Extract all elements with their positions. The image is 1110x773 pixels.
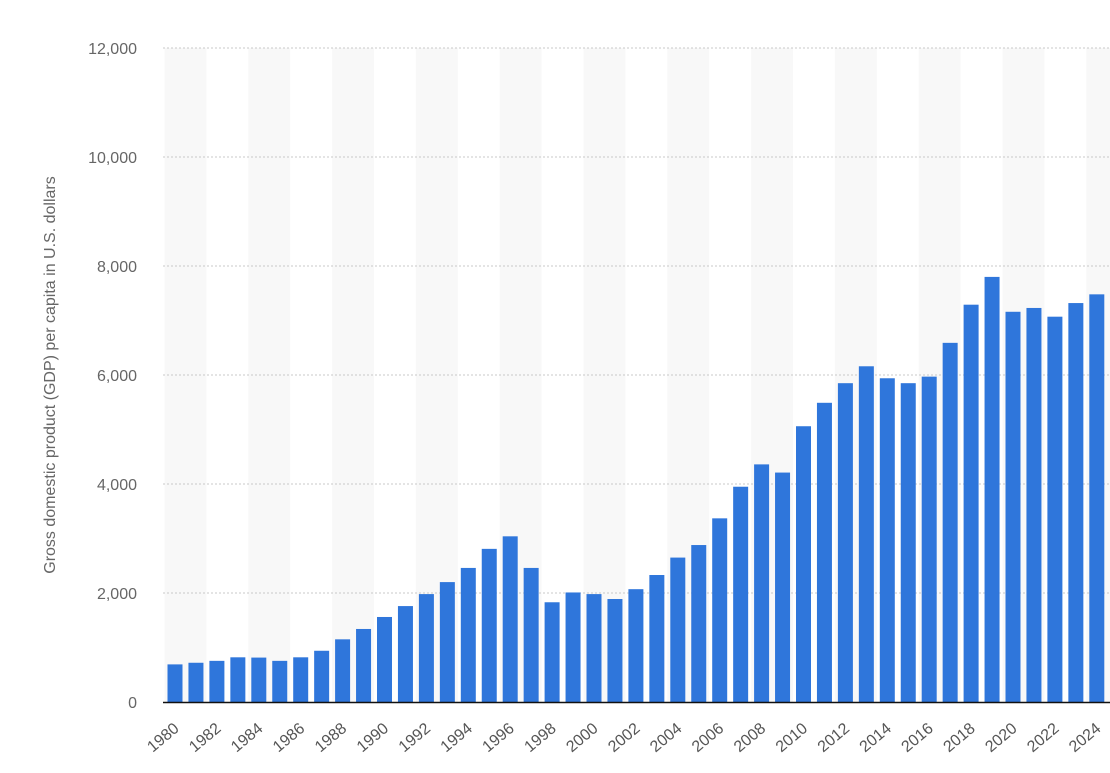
- bar-2002[interactable]: [628, 589, 644, 702]
- y-tick-label: 10,000: [88, 150, 137, 167]
- bar-2018[interactable]: [963, 304, 979, 702]
- bar-2015[interactable]: [900, 383, 916, 702]
- x-tick-label: 2022: [1024, 720, 1062, 756]
- bar-1985[interactable]: [272, 660, 288, 702]
- x-tick-label: 2014: [857, 720, 895, 756]
- x-tick-label: 2008: [731, 720, 769, 756]
- x-tick-label: 1988: [312, 720, 350, 756]
- x-axis-ticks: 1980 1982 1984 1986 1988 1990 1992 1994 1996 1998…: [144, 720, 1104, 756]
- x-tick-label: 2004: [647, 720, 685, 756]
- bar-1988[interactable]: [335, 639, 351, 702]
- y-tick-label: 2,000: [97, 586, 137, 603]
- bar-2010[interactable]: [796, 426, 811, 702]
- bar-2001[interactable]: [607, 599, 623, 702]
- x-tick-label: 2000: [563, 720, 601, 756]
- x-tick-label: 2012: [815, 720, 853, 756]
- bar-1999[interactable]: [565, 592, 581, 702]
- bar-2019[interactable]: [984, 276, 1000, 702]
- x-tick-label: 1982: [186, 720, 224, 756]
- bar-2009[interactable]: [775, 472, 791, 702]
- bar-2014[interactable]: [879, 378, 895, 702]
- bar-1991[interactable]: [397, 606, 413, 702]
- bar-1993[interactable]: [439, 582, 455, 702]
- bar-2012[interactable]: [837, 383, 853, 702]
- bar-1989[interactable]: [356, 628, 372, 702]
- bar-1992[interactable]: [418, 594, 434, 702]
- x-tick-label: 1986: [270, 720, 308, 756]
- bar-1983[interactable]: [230, 657, 246, 702]
- bar-1986[interactable]: [293, 657, 309, 702]
- bar-2007[interactable]: [733, 486, 749, 702]
- bar-1994[interactable]: [460, 567, 476, 702]
- x-tick-label: 1980: [144, 720, 182, 756]
- bar-series: [167, 276, 1105, 702]
- bar-1982[interactable]: [209, 660, 225, 702]
- bar-1996[interactable]: [502, 536, 518, 702]
- bar-1998[interactable]: [544, 602, 560, 702]
- x-tick-label: 1984: [228, 720, 266, 756]
- bar-1987[interactable]: [314, 650, 330, 702]
- x-tick-label: 1996: [480, 720, 518, 756]
- x-tick-label: 2020: [982, 720, 1020, 756]
- bar-2017[interactable]: [942, 342, 958, 702]
- bar-1997[interactable]: [523, 567, 539, 702]
- x-tick-label: 2006: [689, 720, 727, 756]
- x-tick-label: 2018: [940, 720, 978, 756]
- y-tick-label: 4,000: [97, 477, 137, 494]
- bar-1995[interactable]: [481, 548, 497, 702]
- bar-2004[interactable]: [670, 557, 686, 702]
- y-axis-ticks: 0 2,000 4,000 6,000 8,000 10,000 12,000: [88, 41, 137, 712]
- x-tick-label: 1992: [396, 720, 434, 756]
- y-axis-title: Gross domestic product (GDP) per capita …: [42, 176, 59, 573]
- bar-2024[interactable]: [1089, 294, 1105, 702]
- y-tick-label: 8,000: [97, 259, 137, 276]
- y-tick-label: 0: [128, 695, 137, 712]
- x-tick-label: 1994: [438, 720, 476, 756]
- bar-2011[interactable]: [816, 402, 832, 702]
- bar-2013[interactable]: [858, 366, 874, 702]
- x-tick-label: 2016: [899, 720, 937, 756]
- bar-1984[interactable]: [251, 657, 267, 702]
- bar-1980[interactable]: [167, 664, 183, 702]
- bar-2005[interactable]: [691, 545, 707, 702]
- x-tick-label: 2024: [1066, 720, 1104, 756]
- x-tick-label: 1990: [354, 720, 392, 756]
- bar-2022[interactable]: [1047, 316, 1063, 702]
- bar-2020[interactable]: [1005, 311, 1021, 702]
- y-tick-label: 12,000: [88, 41, 137, 58]
- bar-2008[interactable]: [754, 464, 770, 702]
- bar-1981[interactable]: [188, 662, 204, 702]
- x-tick-label: 1998: [521, 720, 559, 756]
- bar-2006[interactable]: [712, 518, 728, 702]
- bar-2016[interactable]: [921, 376, 937, 702]
- bar-2000[interactable]: [586, 594, 602, 702]
- x-tick-label: 2002: [605, 720, 643, 756]
- bar-2003[interactable]: [649, 575, 665, 702]
- bar-1990[interactable]: [377, 616, 392, 702]
- bar-2023[interactable]: [1068, 303, 1084, 702]
- x-tick-label: 2010: [773, 720, 811, 756]
- bar-2021[interactable]: [1026, 307, 1042, 702]
- y-tick-label: 6,000: [97, 368, 137, 385]
